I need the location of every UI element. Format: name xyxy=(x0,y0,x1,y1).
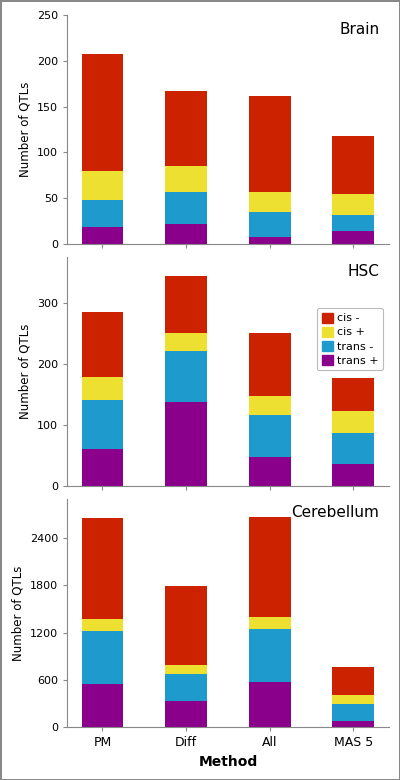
Bar xyxy=(249,333,291,396)
Bar xyxy=(82,683,123,727)
Bar xyxy=(165,665,207,674)
Bar xyxy=(82,518,123,619)
Legend: cis -, cis +, trans -, trans +: cis -, cis +, trans -, trans + xyxy=(317,308,383,370)
Text: Cerebellum: Cerebellum xyxy=(291,505,379,520)
Bar xyxy=(249,212,291,236)
Bar xyxy=(332,704,374,721)
Bar xyxy=(165,674,207,701)
Bar xyxy=(332,411,374,433)
Bar xyxy=(332,694,374,704)
Bar xyxy=(332,194,374,215)
Bar xyxy=(332,231,374,244)
Bar xyxy=(82,55,123,171)
Bar xyxy=(82,619,123,632)
Bar xyxy=(165,701,207,727)
Y-axis label: Number of QTLs: Number of QTLs xyxy=(18,82,31,177)
Bar xyxy=(165,351,207,402)
Bar xyxy=(249,457,291,486)
Bar xyxy=(332,378,374,411)
X-axis label: Method: Method xyxy=(198,755,258,769)
Bar xyxy=(82,228,123,244)
Bar xyxy=(82,200,123,228)
Bar xyxy=(82,171,123,200)
Text: HSC: HSC xyxy=(347,264,379,278)
Bar xyxy=(332,136,374,194)
Bar xyxy=(165,333,207,351)
Bar xyxy=(165,192,207,224)
Bar xyxy=(249,236,291,244)
Text: Brain: Brain xyxy=(339,22,379,37)
Bar xyxy=(82,449,123,486)
Bar xyxy=(249,96,291,192)
Bar xyxy=(249,517,291,617)
Bar xyxy=(165,166,207,192)
Bar xyxy=(82,632,123,683)
Bar xyxy=(332,215,374,231)
Bar xyxy=(332,464,374,486)
Bar xyxy=(249,682,291,727)
Bar xyxy=(82,400,123,449)
Bar xyxy=(332,668,374,694)
Bar xyxy=(82,377,123,400)
Y-axis label: Number of QTLs: Number of QTLs xyxy=(18,324,31,419)
Bar xyxy=(249,192,291,212)
Bar xyxy=(165,91,207,166)
Bar xyxy=(332,433,374,464)
Bar xyxy=(165,586,207,665)
Bar xyxy=(82,312,123,377)
Bar xyxy=(249,617,291,629)
Y-axis label: Number of QTLs: Number of QTLs xyxy=(11,566,24,661)
Bar xyxy=(332,721,374,727)
Bar xyxy=(165,276,207,333)
Bar xyxy=(165,224,207,244)
Bar xyxy=(249,416,291,457)
Bar xyxy=(249,396,291,416)
Bar xyxy=(165,402,207,486)
Bar xyxy=(249,629,291,682)
